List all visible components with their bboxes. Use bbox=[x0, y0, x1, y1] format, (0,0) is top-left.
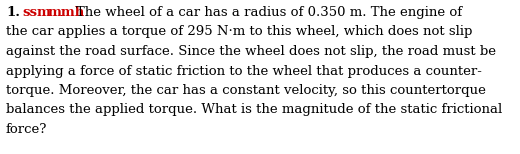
Text: ssm: ssm bbox=[22, 6, 51, 19]
Text: balances the applied torque. What is the magnitude of the static frictional: balances the applied torque. What is the… bbox=[6, 103, 502, 116]
Text: The wheel of a car has a radius of 0.350 m. The engine of: The wheel of a car has a radius of 0.350… bbox=[76, 6, 462, 19]
Text: 1.: 1. bbox=[6, 6, 20, 19]
Text: against the road surface. Since the wheel does not slip, the road must be: against the road surface. Since the whee… bbox=[6, 45, 496, 58]
Text: mmh: mmh bbox=[48, 6, 85, 19]
Text: force?: force? bbox=[6, 123, 47, 136]
Text: applying a force of static friction to the wheel that produces a counter-: applying a force of static friction to t… bbox=[6, 65, 482, 77]
Text: torque. Moreover, the car has a constant velocity, so this countertorque: torque. Moreover, the car has a constant… bbox=[6, 84, 486, 97]
Text: the car applies a torque of 295 N·m to this wheel, which does not slip: the car applies a torque of 295 N·m to t… bbox=[6, 26, 472, 38]
